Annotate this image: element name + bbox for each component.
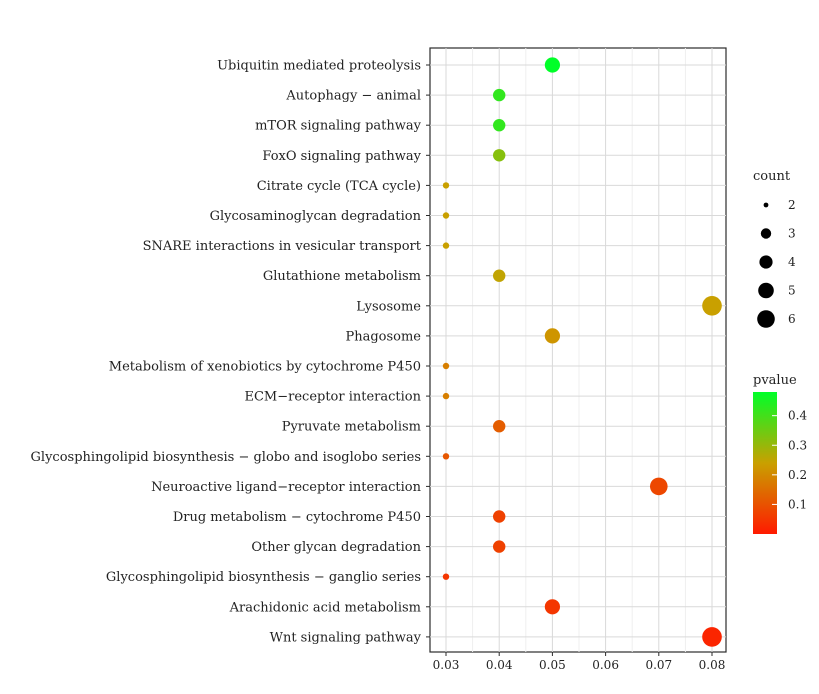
data-point xyxy=(493,510,506,523)
data-point xyxy=(442,453,450,460)
y-tick-label: Neuroactive ligand−receptor interaction xyxy=(151,480,422,495)
data-point xyxy=(442,362,450,370)
y-tick-label: Other glycan degradation xyxy=(251,540,421,555)
pvalue-colorbar-label: 0.4 xyxy=(788,409,807,423)
x-tick-label: 0.05 xyxy=(539,658,566,672)
y-tick-label: Phagosome xyxy=(345,329,421,344)
data-point xyxy=(493,119,506,132)
y-tick-label: Pyruvate metabolism xyxy=(282,420,421,435)
data-point xyxy=(493,88,506,102)
count-legend-symbol xyxy=(759,255,773,269)
data-point xyxy=(442,212,450,219)
y-tick-label: Glycosphingolipid biosynthesis − globo a… xyxy=(31,450,421,465)
data-point xyxy=(702,296,722,316)
plot-frame xyxy=(429,47,727,653)
data-point xyxy=(442,242,450,249)
data-point xyxy=(493,269,506,282)
count-legend-symbol xyxy=(757,310,775,328)
y-tick-label: Lysosome xyxy=(356,299,421,314)
data-point xyxy=(442,392,450,400)
y-tick-label: Metabolism of xenobiotics by cytochrome … xyxy=(109,360,421,375)
y-tick-label: Glycosaminoglycan degradation xyxy=(210,209,422,224)
count-legend-label: 5 xyxy=(788,284,796,298)
count-legend-label: 4 xyxy=(788,255,796,269)
data-point xyxy=(650,477,668,496)
y-tick-label: Arachidonic acid metabolism xyxy=(229,600,421,615)
count-legend-title: count xyxy=(753,169,791,184)
count-legend-symbol xyxy=(763,202,769,208)
data-point xyxy=(442,573,450,580)
chart-layer: Ubiquitin mediated proteolysis Autophagy … xyxy=(31,47,807,672)
count-legend-label: 2 xyxy=(788,198,796,212)
data-point xyxy=(493,149,506,162)
y-tick-label: Citrate cycle (TCA cycle) xyxy=(257,179,421,194)
count-legend-symbol xyxy=(760,228,772,239)
y-tick-label: Wnt signaling pathway xyxy=(270,630,422,645)
pvalue-colorbar-label: 0.1 xyxy=(788,497,807,511)
y-tick-label: Drug metabolism − cytochrome P450 xyxy=(173,510,421,525)
x-tick-label: 0.06 xyxy=(592,658,619,672)
count-legend-symbol xyxy=(758,282,774,299)
y-tick-label: FoxO signaling pathway xyxy=(262,149,421,164)
count-legend-label: 3 xyxy=(788,227,796,241)
y-tick-label: mTOR signaling pathway xyxy=(255,119,422,134)
pvalue-colorbar xyxy=(753,392,777,534)
y-tick-label: ECM−receptor interaction xyxy=(244,390,421,405)
x-tick-label: 0.07 xyxy=(645,658,672,672)
y-tick-label: Glycosphingolipid biosynthesis − ganglio… xyxy=(106,570,421,585)
y-tick-label: Autophagy − animal xyxy=(285,89,421,104)
y-tick-label: SNARE interactions in vesicular transpor… xyxy=(143,239,422,254)
data-point xyxy=(702,627,722,647)
data-point xyxy=(544,57,561,73)
data-point xyxy=(493,420,506,433)
data-point xyxy=(544,599,561,615)
x-tick-label: 0.03 xyxy=(433,658,460,672)
count-legend-label: 6 xyxy=(788,312,796,326)
pvalue-legend-title: pvalue xyxy=(753,373,797,388)
y-tick-label: Ubiquitin mediated proteolysis xyxy=(217,59,421,74)
data-point xyxy=(544,328,561,344)
pvalue-colorbar-label: 0.3 xyxy=(788,438,807,452)
data-point xyxy=(442,182,450,189)
x-tick-label: 0.08 xyxy=(699,658,726,672)
x-tick-label: 0.04 xyxy=(486,658,513,672)
y-tick-label: Glutathione metabolism xyxy=(263,269,421,284)
data-point xyxy=(493,540,506,553)
pvalue-colorbar-label: 0.2 xyxy=(788,468,807,482)
